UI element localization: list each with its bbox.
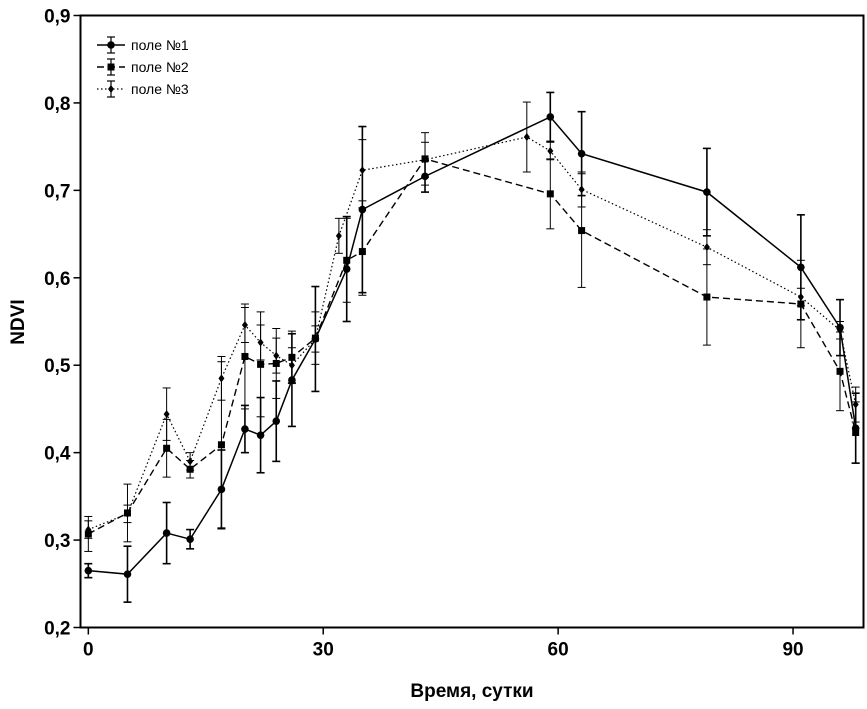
data-point <box>577 149 586 158</box>
legend-item-1: поле №1 <box>97 36 189 54</box>
legend-label: поле №3 <box>131 81 189 97</box>
y-tick-label: 0,6 <box>44 269 70 290</box>
data-point <box>335 231 342 240</box>
data-point <box>187 457 194 466</box>
data-point <box>241 320 248 329</box>
series-3 <box>84 101 860 539</box>
legend: поле №1 поле №2 поле №3 <box>97 36 189 98</box>
data-point <box>797 293 804 302</box>
data-point <box>217 441 225 449</box>
data-point <box>703 293 711 301</box>
data-point <box>343 256 351 264</box>
data-point <box>547 147 554 156</box>
data-point <box>85 525 92 534</box>
data-point <box>523 133 530 142</box>
x-tick-label: 90 <box>782 640 803 661</box>
series-line <box>88 136 857 531</box>
data-point <box>107 63 115 71</box>
data-point <box>257 338 264 347</box>
data-point <box>163 444 171 452</box>
data-point <box>241 425 249 433</box>
data-point <box>358 248 366 256</box>
data-point <box>107 41 115 49</box>
data-point <box>578 185 585 194</box>
data-point <box>272 417 281 425</box>
y-tick-label: 0,4 <box>44 444 71 465</box>
data-point <box>546 190 554 198</box>
y-tick-label: 0,3 <box>44 531 70 552</box>
series-2 <box>84 132 860 552</box>
data-point <box>256 431 265 439</box>
legend-label: поле №1 <box>131 37 189 53</box>
plot-area <box>84 91 860 603</box>
y-tick-label: 0,8 <box>44 94 70 115</box>
data-point <box>186 535 194 543</box>
data-point <box>218 374 225 383</box>
data-point <box>123 570 132 578</box>
x-tick-label: 60 <box>548 640 569 661</box>
data-point <box>312 334 319 343</box>
legend-item-2: поле №2 <box>97 58 189 76</box>
data-point <box>836 367 844 375</box>
data-point <box>273 351 280 360</box>
series-1 <box>84 91 860 603</box>
data-point <box>852 429 860 437</box>
data-point <box>162 529 171 537</box>
x-tick-label: 30 <box>313 640 334 661</box>
series-line <box>88 115 857 575</box>
data-point <box>422 155 429 164</box>
data-point <box>546 113 555 121</box>
data-point <box>359 166 366 175</box>
data-point <box>163 410 170 419</box>
data-point <box>84 566 93 575</box>
legend-label: поле №2 <box>131 59 189 75</box>
data-point <box>257 360 265 368</box>
data-point <box>703 243 710 252</box>
data-point <box>703 188 711 196</box>
data-point <box>852 400 859 409</box>
x-tick-label: 0 <box>83 640 94 661</box>
x-axis-title: Время, сутки <box>410 681 533 702</box>
data-point <box>108 85 114 93</box>
plot-frame <box>79 14 865 629</box>
data-point <box>837 326 844 335</box>
data-point <box>241 352 249 360</box>
y-axis-title: NDVI <box>8 299 29 344</box>
data-point <box>124 509 131 518</box>
legend-item-3: поле №3 <box>97 80 189 98</box>
data-point <box>578 227 586 235</box>
series-line <box>87 158 857 535</box>
y-tick-label: 0,9 <box>44 7 70 28</box>
axes: 0 30 60 90 0,2 0,3 0,4 0,5 0,6 0,7 0,8 0,9 <box>44 7 804 661</box>
data-point <box>288 361 295 370</box>
y-tick-label: 0,2 <box>44 619 70 640</box>
y-tick-label: 0,7 <box>44 181 70 202</box>
y-tick-label: 0,5 <box>44 356 71 377</box>
